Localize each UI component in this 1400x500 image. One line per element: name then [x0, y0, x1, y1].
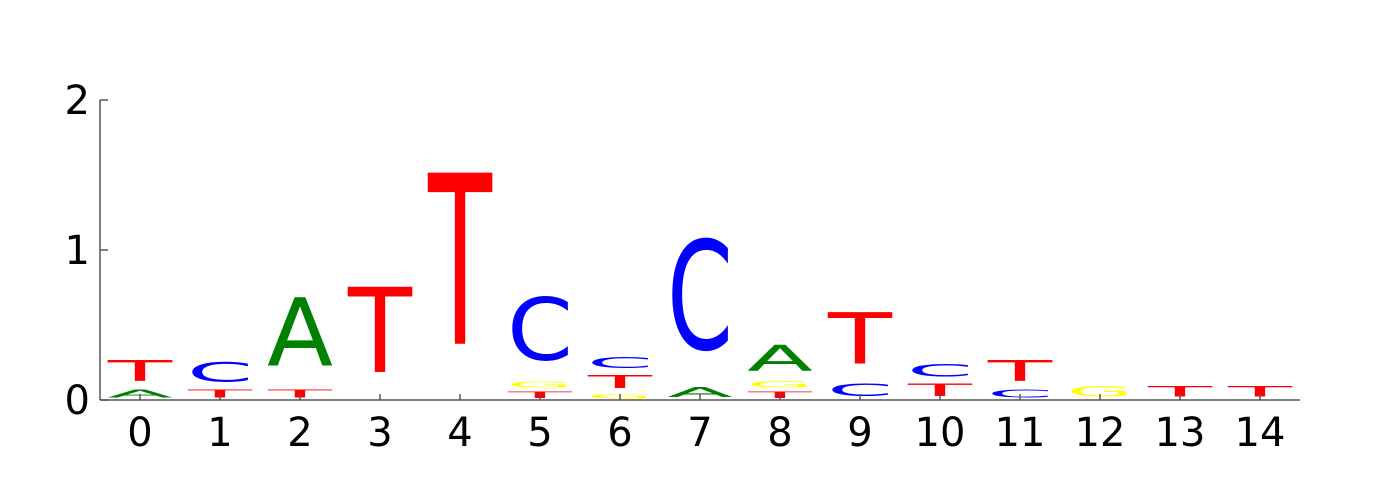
x-tick-label: 11 [995, 410, 1046, 456]
logo-letter-C-pos-6: C [587, 353, 653, 371]
logo-letter-T-pos-0: T [107, 355, 174, 388]
x-tick-label: 4 [447, 410, 472, 456]
logo-letter-G-pos-12: G [1067, 384, 1133, 400]
logo-letters: ATTCTATTTGCGTCACTGACTTCCTGTT [107, 125, 1293, 400]
y-tick-label: 2 [65, 78, 90, 124]
logo-letter-T-pos-10: T [907, 380, 974, 400]
x-tick-label: 9 [847, 410, 872, 456]
logo-letter-C-pos-1: C [187, 357, 253, 388]
logo-letter-C-pos-10: C [907, 361, 973, 380]
logo-letter-G-pos-5: G [507, 381, 573, 390]
y-axis-ticks: 0 1 2 [65, 78, 108, 424]
logo-letter-T-pos-6: T [587, 371, 654, 392]
x-tick-label: 0 [127, 410, 152, 456]
logo-letter-T-pos-13: T [1147, 384, 1213, 400]
logo-letter-T-pos-11: T [987, 355, 1054, 388]
y-tick-label: 1 [65, 228, 90, 274]
x-tick-label: 5 [527, 410, 552, 456]
x-tick-label: 3 [367, 410, 392, 456]
x-tick-label: 7 [687, 410, 712, 456]
logo-letter-C-pos-7: C [667, 210, 733, 385]
logo-letter-A-pos-7: A [667, 385, 733, 400]
x-axis-ticks: 0 1 2 3 4 5 6 7 8 9 10 11 12 13 14 [127, 394, 1285, 456]
logo-letter-T-pos-9: T [827, 299, 893, 381]
logo-letter-A-pos-8: A [747, 337, 813, 379]
x-tick-label: 13 [1155, 410, 1206, 456]
x-tick-label: 8 [767, 410, 792, 456]
x-tick-label: 1 [207, 410, 232, 456]
logo-letter-C-pos-9: C [827, 381, 893, 400]
x-tick-label: 12 [1075, 410, 1126, 456]
logo-letter-G-pos-8: G [747, 379, 813, 389]
logo-letter-C-pos-5: C [507, 281, 573, 381]
logo-letter-T-pos-3: T [347, 265, 413, 401]
logo-letter-T-pos-14: T [1227, 384, 1293, 400]
logo-letter-T-pos-4: T [427, 125, 492, 399]
x-tick-label: 10 [915, 410, 966, 456]
y-tick-label: 0 [65, 378, 90, 424]
x-tick-label: 14 [1235, 410, 1286, 456]
x-tick-label: 6 [607, 410, 632, 456]
x-tick-label: 2 [287, 410, 312, 456]
logo-letter-A-pos-2: A [267, 280, 333, 388]
